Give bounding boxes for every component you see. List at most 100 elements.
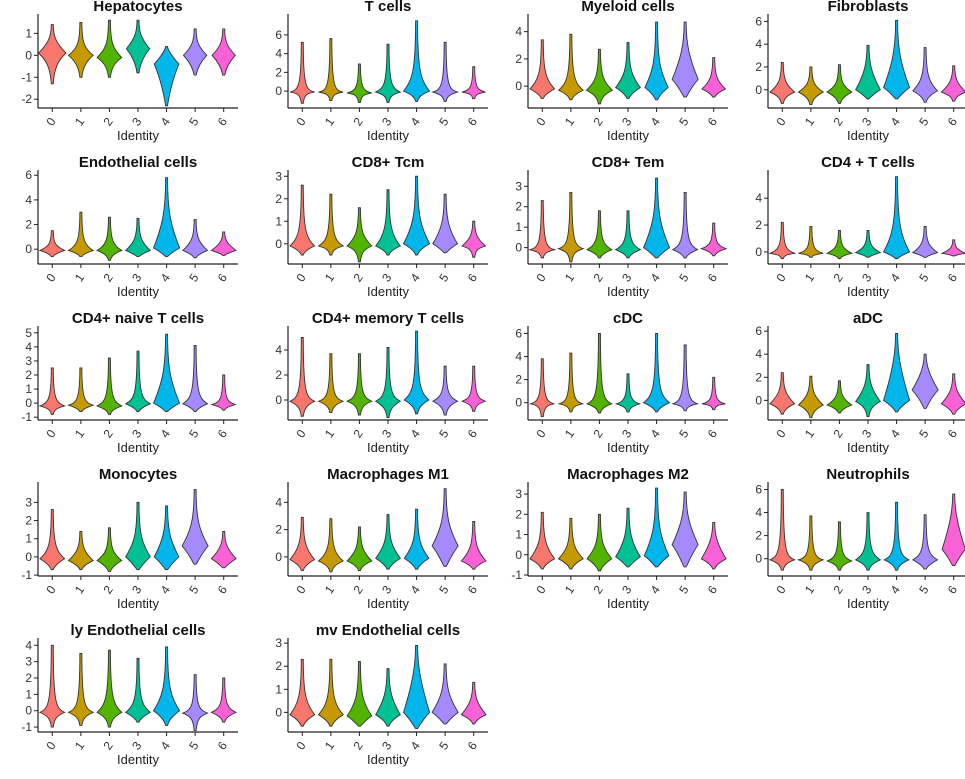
x-tick-label: 1	[802, 427, 817, 441]
violin-body	[911, 514, 939, 570]
violin-cluster-2	[826, 380, 853, 414]
violin-body	[768, 489, 796, 571]
violin-body	[798, 225, 824, 258]
x-axis-label: Identity	[607, 284, 649, 299]
x-tick-label: 2	[101, 427, 116, 441]
violin-body	[96, 19, 123, 78]
violin-cluster-1	[67, 367, 95, 413]
violin-cluster-1	[317, 353, 345, 413]
violin-body	[403, 645, 431, 729]
violin-cluster-4	[883, 19, 911, 100]
violin-cluster-4	[402, 20, 431, 102]
violin-body	[124, 217, 152, 258]
x-tick-label: 2	[351, 583, 366, 597]
violin-body	[125, 501, 151, 571]
violin-cluster-2	[95, 357, 123, 415]
violin-panel: Myeloid cells 0 2 4 0 1 2 3 4 5 6 Identity	[490, 0, 730, 155]
violin-cluster-3	[855, 44, 881, 100]
violin-cluster-2	[346, 207, 373, 263]
violin-body	[124, 350, 152, 413]
panel-title: Neutrophils	[826, 466, 910, 483]
violin-panel: Fibroblasts 0 2 4 6 0 1 2 3 4 5 6 Identity	[730, 0, 965, 155]
y-tick-label: 4	[25, 340, 32, 354]
x-tick-label: 5	[916, 115, 931, 129]
y-tick-label: 2	[275, 659, 282, 673]
violin-panel: T cells 0 2 4 6 0 1 2 3 4 5 6 Identity	[250, 0, 490, 155]
violin-body	[346, 526, 373, 571]
violin-body	[374, 189, 402, 256]
y-tick-label: 6	[755, 482, 762, 496]
violin-body	[882, 176, 911, 260]
y-tick-label: 1	[25, 26, 32, 40]
violin-panel: Macrophages M2 -1 0 1 2 3 0 1 2 3 4 5 6 Identity	[490, 466, 730, 623]
x-tick-label: 5	[916, 271, 931, 285]
violin-panel: CD8+ Tem 0 1 2 3 0 1 2 3 4 5 6 Identity	[490, 154, 730, 311]
y-tick-label: 6	[755, 324, 762, 338]
y-tick-label: 0	[275, 237, 282, 251]
violin-cluster-5	[911, 514, 939, 570]
violin-cluster-6	[700, 521, 727, 570]
violin-body	[614, 373, 642, 413]
violin-body	[700, 521, 727, 570]
violin-cluster-5	[431, 488, 459, 567]
violin-panel: CD8+ Tcm 0 1 2 3 0 1 2 3 4 5 6 Identity	[250, 154, 490, 311]
x-tick-label: 6	[705, 271, 720, 285]
violin-cluster-0	[528, 200, 557, 259]
violin-body	[460, 681, 487, 725]
violin-body	[346, 63, 372, 103]
panel-title: CD4+ naive T cells	[71, 310, 205, 327]
x-axis-label: Identity	[607, 440, 649, 455]
violin-body	[642, 333, 671, 413]
x-tick-label: 4	[888, 115, 903, 129]
x-axis-label: Identity	[367, 128, 409, 143]
x-tick-label: 2	[591, 583, 606, 597]
violin-body	[826, 380, 853, 414]
violin-cluster-0	[529, 358, 556, 417]
violin-cluster-5	[911, 225, 939, 258]
x-tick-label: 4	[158, 115, 173, 129]
violin-body	[461, 66, 486, 100]
violin-body	[289, 41, 315, 104]
violin-cluster-4	[152, 646, 181, 726]
x-tick-label: 3	[619, 115, 634, 129]
y-tick-label: 6	[755, 14, 762, 28]
violin-cluster-3	[125, 19, 151, 74]
x-tick-label: 4	[158, 427, 173, 441]
y-tick-label: 0	[755, 393, 762, 407]
violin-body	[940, 239, 965, 257]
x-tick-label: 6	[465, 271, 480, 285]
violin-cluster-0	[768, 221, 797, 260]
x-tick-label: 6	[215, 271, 230, 285]
violin-body	[769, 372, 796, 415]
violin-body	[124, 657, 152, 723]
violin-cluster-1	[67, 531, 94, 571]
violin-cluster-6	[941, 493, 965, 567]
x-tick-label: 6	[705, 583, 720, 597]
violin-cluster-1	[557, 352, 585, 413]
violin-body	[153, 46, 180, 107]
y-tick-label: 3	[275, 169, 282, 183]
violin-body	[911, 225, 939, 258]
violin-cluster-5	[432, 193, 459, 254]
violin-cluster-2	[826, 64, 853, 104]
y-tick-label: 4	[755, 37, 762, 51]
x-tick-label: 6	[705, 427, 720, 441]
x-tick-label: 0	[773, 115, 788, 129]
violin-body	[38, 230, 66, 258]
x-axis-label: Identity	[367, 596, 409, 611]
x-tick-label: 6	[945, 115, 960, 129]
violin-cluster-5	[181, 345, 209, 413]
y-tick-label: 1	[25, 532, 32, 546]
x-tick-label: 2	[101, 271, 116, 285]
violin-cluster-1	[317, 193, 345, 256]
y-tick-label: 1	[25, 687, 32, 701]
violin-body	[586, 210, 613, 259]
violin-body	[644, 21, 669, 101]
violin-cluster-3	[854, 364, 882, 417]
violin-body	[67, 653, 95, 726]
violin-cluster-6	[700, 222, 728, 257]
